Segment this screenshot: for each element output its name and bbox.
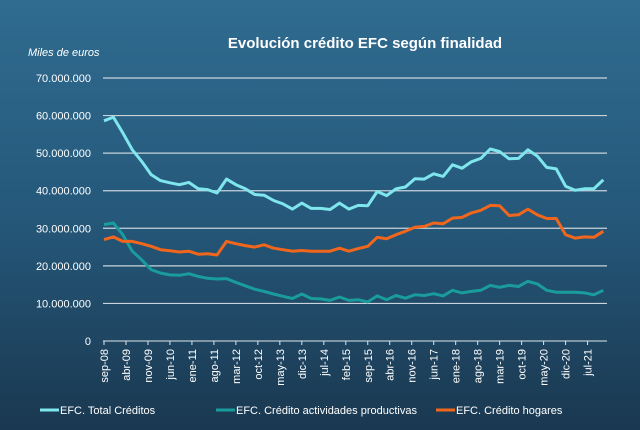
series-line-0 xyxy=(103,115,605,211)
y-axis-ticks: 0 10.000.000 20.000.000 30.000.000 40.000.00… xyxy=(36,73,91,348)
y-tick-label: 30.000.000 xyxy=(36,223,91,235)
gridlines xyxy=(103,77,607,305)
x-tick-label: may-20 xyxy=(539,349,551,386)
x-tick-label: sep-08 xyxy=(99,349,111,383)
legend-label: EFC. Total Créditos xyxy=(60,405,156,417)
series-line-2 xyxy=(103,203,605,257)
x-tick-label: ene-11 xyxy=(187,349,199,382)
x-tick-label: nov-09 xyxy=(143,349,155,383)
x-tick-label: oct-12 xyxy=(253,349,265,380)
x-tick-label: abr-16 xyxy=(385,349,397,381)
x-tick-label: jul-21 xyxy=(583,349,595,377)
legend: EFC. Total Créditos EFC. Crédito activida… xyxy=(40,405,563,417)
x-tick-label: dic-20 xyxy=(561,349,573,379)
x-axis: sep-08 abr-09 nov-09 jun-10 ene-11 ago-11 mar-… xyxy=(99,340,607,386)
x-tick-label: jun-10 xyxy=(165,349,177,381)
x-tick-label: abr-09 xyxy=(121,349,133,381)
chart-title: Evolución crédito EFC según finalidad xyxy=(228,35,502,52)
x-tick-label: sep-15 xyxy=(363,349,375,383)
series-lines xyxy=(103,115,605,304)
y-tick-label: 70.000.000 xyxy=(36,73,91,85)
legend-label: EFC. Crédito hogares xyxy=(456,405,563,417)
x-tick-label: feb-15 xyxy=(341,349,353,380)
y-tick-label: 50.000.000 xyxy=(36,148,91,160)
y-tick-label: 0 xyxy=(85,336,91,348)
x-tick-label: mar-12 xyxy=(231,349,243,384)
y-tick-label: 40.000.000 xyxy=(36,186,91,198)
x-tick-label: nov-16 xyxy=(407,349,419,383)
x-tick-label: ago-18 xyxy=(473,349,485,383)
x-tick-label: oct-19 xyxy=(517,349,529,380)
y-tick-label: 10.000.000 xyxy=(36,298,91,310)
x-tick-label: may-13 xyxy=(275,349,287,386)
x-tick-label: mar-19 xyxy=(495,349,507,384)
x-tick-label: ago-11 xyxy=(209,349,221,382)
x-tick-label: jun-17 xyxy=(429,349,441,381)
x-tick-label: jul-14 xyxy=(319,349,331,377)
legend-label: EFC. Crédito actividades productivas xyxy=(236,405,417,417)
y-tick-label: 20.000.000 xyxy=(36,261,91,273)
x-tick-label: dic-13 xyxy=(297,349,309,379)
x-tick-label: ene-18 xyxy=(451,349,463,383)
y-tick-label: 60.000.000 xyxy=(36,111,91,123)
y-axis-unit-label: Miles de euros xyxy=(28,47,100,59)
series-line-1 xyxy=(103,221,604,304)
